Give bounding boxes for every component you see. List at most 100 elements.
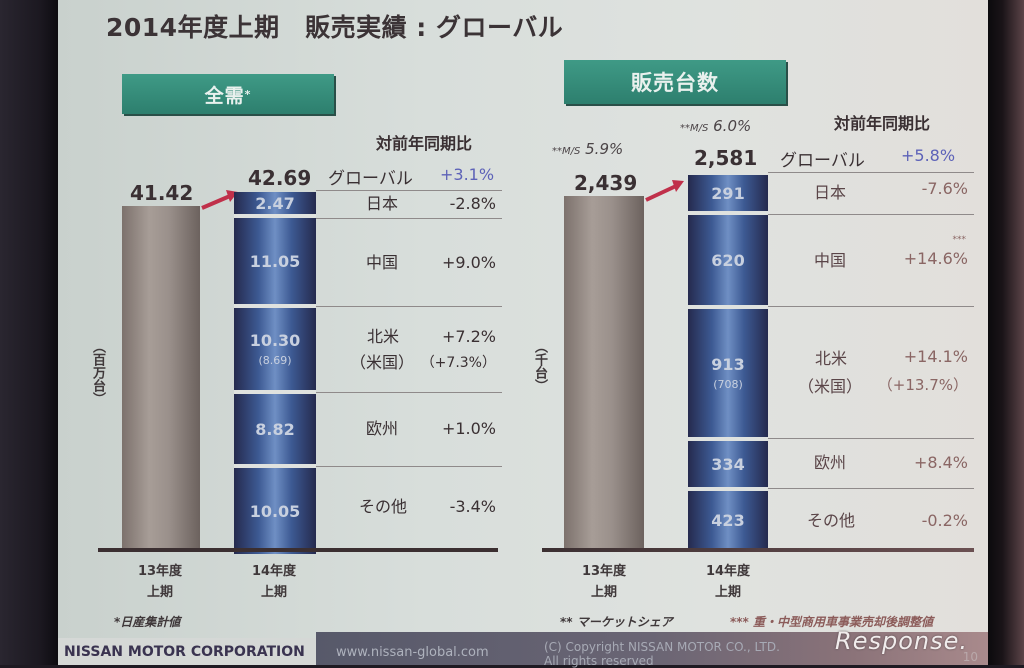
region-row-china: 中国 +9.0% xyxy=(316,218,502,306)
bar-prev-year xyxy=(122,206,200,550)
region-yoy: +7.2% xyxy=(441,327,496,346)
footer-copyright: (C) Copyright NISSAN MOTOR CO., LTD. All… xyxy=(544,640,780,668)
projector-screen-edge-left xyxy=(0,0,58,665)
x-axis-baseline xyxy=(98,548,498,552)
region-sub-label: （米国） xyxy=(349,353,414,372)
global-label: グローバル xyxy=(328,169,413,189)
segment-value: 291 xyxy=(711,183,745,203)
market-share-label: **M/S xyxy=(552,146,581,157)
footer-bar: www.nissan-global.com (C) Copyright NISS… xyxy=(316,627,988,668)
copyright-line2: All rights reserved xyxy=(544,654,654,668)
x-label-line1: 14年度 xyxy=(705,564,751,579)
bar-segment-japan: 2.47 xyxy=(234,192,316,218)
region-row-north-america: 北米 （米国） +14.1% （+13.7%） xyxy=(768,306,974,438)
presentation-slide: 2014年度上期 販売実績 : グローバル 全需 * 対前年同期比 41.42 4… xyxy=(58,0,988,668)
bar-segment-china: 620 xyxy=(688,215,768,309)
bar-segment-north-america: 913 (708) xyxy=(688,309,768,441)
x-label-line2: 上期 xyxy=(590,585,617,600)
panel-header-unit-sales: 販売台数 xyxy=(564,60,786,104)
footnote-nissan-estimate: *日産集計値 xyxy=(114,615,181,629)
market-share-prev: **M/S 5.9% xyxy=(552,140,623,158)
region-label: 日本 xyxy=(365,194,398,213)
segment-value: 334 xyxy=(711,454,745,474)
prev-total-value: 41.42 xyxy=(130,181,194,205)
market-share-value: 6.0% xyxy=(713,117,752,135)
bar-segment-north-america: 10.30 (8.69) xyxy=(234,308,316,394)
growth-arrow-icon xyxy=(645,180,684,202)
copyright-line1: (C) Copyright NISSAN MOTOR CO., LTD. xyxy=(544,640,780,654)
segment-value: 913 xyxy=(711,355,745,374)
curr-total-value: 2,581 xyxy=(694,146,758,170)
x-label-line1: 13年度 xyxy=(137,564,183,579)
region-yoy: +1.0% xyxy=(441,419,496,438)
response-watermark-logo: Response. xyxy=(835,627,968,655)
x-label-line2: 上期 xyxy=(146,585,173,600)
x-label-prev: 13年度 上期 xyxy=(120,561,200,603)
region-yoy: -7.6% xyxy=(921,179,968,198)
region-label: 北米 xyxy=(366,327,399,346)
footer-url: www.nissan-global.com xyxy=(336,645,489,660)
global-yoy-value: +5.8% xyxy=(901,146,956,165)
stacked-bar-curr-year: 291 620 913 (708) 334 423 xyxy=(688,175,768,550)
slide-title: 2014年度上期 販売実績 : グローバル xyxy=(106,13,564,42)
region-row-north-america: 北米 （米国） +7.2% （+7.3%） xyxy=(316,306,502,392)
curr-total-value: 42.69 xyxy=(248,166,312,190)
segment-sub-value: (708) xyxy=(713,378,743,391)
page-number: 10 xyxy=(962,650,978,664)
segment-value: 2.47 xyxy=(255,193,295,213)
region-row-china: 中国 *** +14.6% xyxy=(768,214,974,306)
bar-segment-europe: 334 xyxy=(688,441,768,491)
stacked-bar-curr-year: 2.47 11.05 10.30 (8.69) 8.82 10.05 xyxy=(234,192,316,554)
region-row-other: その他 -3.4% xyxy=(316,466,502,550)
market-share-value: 5.9% xyxy=(585,140,624,158)
region-sub-yoy: （+7.3%） xyxy=(420,355,496,371)
region-row-japan: 日本 -7.6% xyxy=(768,172,974,214)
bar-segment-other: 10.05 xyxy=(234,468,316,554)
x-axis-baseline xyxy=(542,548,974,552)
segment-value: 620 xyxy=(711,250,745,270)
segment-value: 10.05 xyxy=(249,501,301,521)
panel-header-total-demand: 全需 * xyxy=(122,74,334,114)
region-row-europe: 欧州 +1.0% xyxy=(316,392,502,466)
region-label: その他 xyxy=(806,511,855,530)
x-label-prev: 13年度 上期 xyxy=(564,561,644,603)
region-yoy: +8.4% xyxy=(913,453,968,472)
segment-value: 11.05 xyxy=(249,251,301,271)
segment-value: 10.30 xyxy=(249,331,301,350)
x-label-curr: 14年度 上期 xyxy=(234,561,314,603)
footnote-truck-adjustment: *** 重・中型商用車事業売却後調整値 xyxy=(730,615,934,629)
segment-value: 8.82 xyxy=(255,419,295,439)
bar-prev-year xyxy=(564,196,644,550)
panel-header-label: 全需 xyxy=(204,84,245,107)
global-label: グローバル xyxy=(780,151,865,171)
prev-total-value: 2,439 xyxy=(574,171,638,195)
footnote-mark: * xyxy=(244,87,252,101)
region-row-other: その他 -0.2% xyxy=(768,488,974,550)
x-label-line2: 上期 xyxy=(260,585,287,600)
region-yoy: +9.0% xyxy=(441,253,496,272)
footnote-market-share: ** マーケットシェア xyxy=(560,615,673,629)
region-yoy: +14.1% xyxy=(903,347,968,366)
region-label: 中国 xyxy=(365,253,398,272)
region-row-japan: 日本 -2.8% xyxy=(316,190,502,218)
bar-segment-other: 423 xyxy=(688,491,768,550)
region-yoy: -0.2% xyxy=(921,511,968,530)
x-label-curr: 14年度 上期 xyxy=(688,561,768,603)
yoy-column-header: 対前年同期比 xyxy=(376,134,473,153)
segment-value: 423 xyxy=(711,511,745,530)
region-yoy: -2.8% xyxy=(449,194,496,213)
footer-company-name: NISSAN MOTOR CORPORATION xyxy=(58,638,316,665)
region-label: 北米 xyxy=(814,349,847,368)
yoy-column-header: 対前年同期比 xyxy=(834,114,931,133)
segment-sub-value: (8.69) xyxy=(258,354,292,367)
global-yoy-value: +3.1% xyxy=(440,165,495,184)
y-axis-unit-label: （百万台） xyxy=(90,340,105,405)
region-sub-label: （米国） xyxy=(797,377,862,396)
market-share-label: **M/S xyxy=(680,123,709,134)
region-row-europe: 欧州 +8.4% xyxy=(768,438,974,488)
region-label: 日本 xyxy=(813,183,846,202)
region-yoy: +14.6% xyxy=(903,249,968,268)
region-label: 中国 xyxy=(813,251,846,270)
region-sub-yoy: （+13.7%） xyxy=(877,376,968,394)
bar-segment-japan: 291 xyxy=(688,175,768,215)
